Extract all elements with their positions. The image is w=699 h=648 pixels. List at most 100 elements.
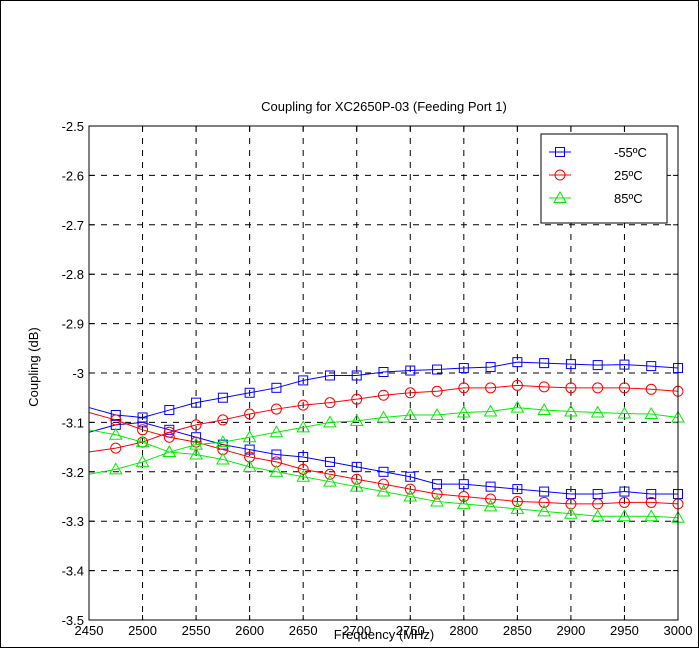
data-point [592, 360, 603, 371]
y-tick-label: -3.3 [62, 514, 84, 529]
data-point [538, 381, 550, 393]
data-point [483, 404, 498, 417]
data-point [378, 389, 389, 401]
data-point [296, 420, 311, 433]
series-group [88, 357, 685, 523]
data-point [271, 449, 282, 460]
legend: -55ºC 25ºC 85ºC [540, 133, 668, 224]
data-point [216, 452, 230, 465]
data-point [590, 405, 605, 418]
data-point [190, 419, 202, 431]
data-point [592, 382, 604, 394]
series-line [88, 421, 678, 495]
series-5 [88, 427, 685, 523]
series-line [88, 361, 679, 418]
data-point [617, 406, 632, 419]
data-point [135, 435, 150, 448]
series-line [88, 412, 679, 505]
data-point [376, 410, 391, 423]
data-point [244, 387, 255, 398]
data-point [456, 496, 471, 509]
data-point [110, 442, 122, 454]
data-point [483, 499, 498, 512]
data-point [351, 393, 363, 405]
data-point [296, 469, 311, 482]
y-tick-label: -2.5 [62, 119, 84, 134]
data-point [324, 370, 335, 381]
series-4 [88, 400, 685, 475]
series-2 [88, 379, 684, 454]
data-point [539, 486, 550, 497]
data-point [189, 447, 203, 460]
data-point [405, 471, 416, 482]
data-point [592, 498, 604, 510]
plot-area-border [88, 125, 679, 621]
data-point [485, 362, 496, 373]
data-point [270, 456, 282, 468]
data-point [351, 473, 363, 485]
x-tick-label: 2700 [342, 623, 371, 638]
data-point [404, 483, 416, 495]
data-point [349, 413, 364, 426]
data-point [619, 486, 630, 497]
data-point [512, 484, 523, 495]
data-point [618, 382, 630, 394]
data-point [323, 474, 337, 487]
data-point [430, 407, 444, 420]
x-tick-label: 2800 [449, 623, 478, 638]
data-point [324, 397, 336, 409]
data-point [432, 364, 443, 375]
data-point [646, 489, 657, 500]
data-point [378, 367, 389, 378]
data-point [458, 382, 470, 394]
x-tick-label: 2850 [503, 623, 532, 638]
data-point [349, 479, 364, 492]
grid [89, 126, 678, 620]
legend-label: -55ºC [614, 145, 647, 160]
series-3 [88, 412, 684, 510]
data-point [431, 385, 443, 397]
chart-title: Coupling for XC2650P-03 (Feeding Port 1) [261, 99, 507, 114]
series-0 [88, 357, 683, 423]
data-point [242, 459, 257, 472]
y-axis-label: Coupling (dB) [26, 327, 41, 407]
x-tick-label: 2650 [289, 623, 318, 638]
data-point [351, 370, 362, 381]
y-ticks: -2.5 -2.6 -2.7 -2.8 -2.9 -3 -3.1 -3.2 -3.3 -3.4 -3… [62, 119, 678, 628]
data-point [565, 359, 576, 370]
data-point [565, 382, 577, 394]
legend-marker [554, 169, 566, 181]
legend-marker [555, 147, 565, 157]
data-point [164, 405, 175, 416]
data-point [108, 462, 123, 475]
data-point [323, 415, 337, 428]
data-point [217, 414, 229, 426]
data-point [403, 407, 418, 420]
x-tick-label: 2950 [610, 623, 639, 638]
data-point [404, 387, 416, 399]
data-point [618, 496, 630, 508]
data-point [135, 454, 150, 467]
data-point [646, 361, 657, 372]
data-point [298, 375, 309, 386]
data-point [244, 451, 256, 463]
data-point [619, 359, 630, 370]
data-point [217, 392, 228, 403]
data-point [269, 464, 284, 477]
legend-label: 25ºC [614, 168, 643, 183]
data-point [564, 404, 578, 417]
data-point [297, 463, 309, 475]
legend-marker [553, 190, 567, 203]
data-point [351, 461, 362, 472]
data-point [590, 509, 605, 522]
legend-label: 85ºC [614, 191, 643, 206]
data-point [244, 444, 255, 455]
data-point [163, 431, 175, 443]
data-point [271, 382, 282, 393]
x-tick-label: 2600 [235, 623, 264, 638]
data-point [191, 397, 202, 408]
x-tick-label: 2550 [182, 623, 211, 638]
data-point [244, 408, 256, 420]
data-point [539, 358, 550, 369]
